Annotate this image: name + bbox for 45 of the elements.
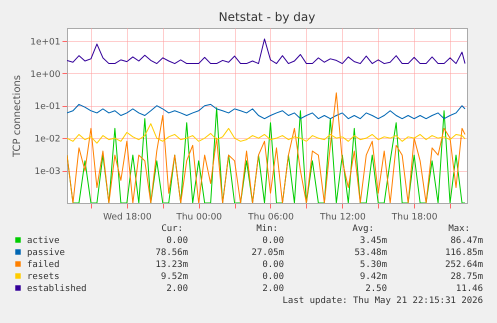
text: 5.30m: [360, 260, 387, 270]
text: 86.47m: [450, 236, 483, 246]
text: 13.23m: [155, 260, 188, 270]
text: 0.00: [262, 260, 284, 270]
x-tick-label: Thu 06:00: [247, 212, 294, 222]
y-tick-label: 1e+01: [30, 37, 60, 48]
chart-title: Netstat - by day: [218, 10, 316, 24]
text: 0.00: [166, 236, 188, 246]
x-tick-label: Thu 00:00: [175, 212, 222, 222]
text: 2.00: [262, 284, 284, 294]
text: 2.50: [365, 284, 387, 294]
text: 0.00: [262, 236, 284, 246]
text: Cur:: [161, 224, 183, 234]
y-tick-label: 1e-02: [34, 134, 60, 145]
text: 252.64m: [445, 260, 483, 270]
text: 53.48m: [354, 248, 387, 258]
text: 3.45m: [360, 236, 387, 246]
text: Max:: [448, 224, 470, 234]
legend-label: resets: [27, 272, 60, 282]
text: 28.75m: [450, 272, 483, 282]
text: 116.85m: [445, 248, 483, 258]
line-series: [67, 104, 466, 120]
text: 2.00: [166, 284, 188, 294]
legend-label: failed: [27, 260, 60, 270]
x-tick-label: Thu 12:00: [318, 212, 366, 222]
text: 27.05m: [251, 248, 284, 258]
text: Last update: Thu May 21 22:15:31 2026: [282, 296, 483, 306]
legend-label: passive: [27, 248, 65, 258]
text: 0.00: [262, 272, 284, 282]
legend-label: established: [27, 284, 87, 294]
text: 9.52m: [160, 272, 188, 282]
text: 11.46: [456, 284, 483, 294]
line-series: [67, 38, 466, 64]
x-tick-label: Thu 18:00: [390, 212, 438, 222]
text: 78.56m: [155, 248, 188, 258]
y-tick-label: 1e-01: [34, 102, 60, 112]
line-series: [67, 123, 466, 144]
y-tick-label: 1e+00: [30, 70, 61, 80]
y-tick-label: 1e-03: [34, 167, 60, 178]
y-axis-title: TCP connections: [12, 74, 24, 158]
text: 9.42m: [360, 272, 387, 282]
text: Avg:: [352, 224, 374, 234]
text: Min:: [256, 224, 278, 234]
legend-label: active: [27, 236, 60, 246]
x-tick-label: Wed 18:00: [103, 212, 152, 222]
